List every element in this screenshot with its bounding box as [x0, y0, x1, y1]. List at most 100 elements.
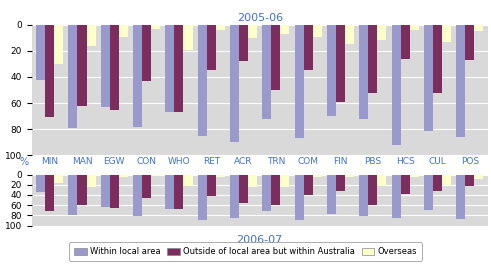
- Bar: [68, 25, 78, 128]
- Text: RET: RET: [203, 157, 220, 166]
- Bar: [424, 175, 433, 210]
- Bar: [368, 175, 378, 205]
- Bar: [313, 175, 322, 177]
- Bar: [401, 175, 409, 194]
- Bar: [248, 175, 257, 187]
- Bar: [378, 25, 386, 40]
- Legend: Within local area, Outside of local area but within Australia, Overseas: Within local area, Outside of local area…: [69, 242, 422, 261]
- Bar: [54, 25, 63, 64]
- Bar: [272, 175, 280, 205]
- Bar: [45, 25, 54, 117]
- Bar: [280, 175, 290, 187]
- Bar: [174, 25, 184, 112]
- Bar: [465, 175, 474, 186]
- Bar: [54, 175, 63, 183]
- Text: COM: COM: [298, 157, 319, 166]
- Bar: [165, 25, 174, 112]
- Bar: [304, 175, 313, 195]
- Text: ACR: ACR: [234, 157, 253, 166]
- Bar: [198, 25, 207, 136]
- Bar: [184, 175, 192, 186]
- Bar: [474, 175, 483, 179]
- Bar: [174, 175, 184, 209]
- Bar: [295, 25, 304, 138]
- Bar: [304, 25, 313, 70]
- Bar: [207, 25, 216, 70]
- Bar: [433, 175, 442, 191]
- Bar: [142, 175, 151, 197]
- Bar: [442, 25, 451, 42]
- Bar: [272, 25, 280, 90]
- Bar: [110, 25, 119, 110]
- Bar: [359, 175, 368, 216]
- Bar: [456, 25, 465, 137]
- Bar: [378, 175, 386, 186]
- Bar: [78, 175, 86, 205]
- Bar: [142, 25, 151, 81]
- Bar: [262, 175, 272, 211]
- Text: EGW: EGW: [104, 157, 125, 166]
- Bar: [119, 175, 128, 177]
- Bar: [392, 175, 401, 218]
- Text: PBS: PBS: [364, 157, 382, 166]
- Bar: [151, 25, 160, 29]
- Bar: [216, 175, 225, 177]
- Bar: [239, 25, 248, 61]
- Bar: [133, 175, 142, 216]
- Bar: [36, 25, 45, 80]
- Bar: [133, 25, 142, 126]
- Bar: [198, 175, 207, 221]
- Bar: [248, 25, 257, 38]
- Bar: [345, 175, 354, 177]
- Bar: [401, 25, 409, 59]
- Bar: [239, 175, 248, 203]
- Bar: [327, 25, 336, 116]
- Bar: [433, 25, 442, 93]
- Text: POS: POS: [461, 157, 479, 166]
- Bar: [86, 175, 96, 187]
- Bar: [207, 175, 216, 196]
- Bar: [101, 25, 110, 107]
- Bar: [230, 175, 239, 218]
- Bar: [86, 25, 96, 46]
- Bar: [262, 25, 272, 119]
- Text: MIN: MIN: [41, 157, 58, 166]
- Bar: [68, 175, 78, 215]
- Bar: [409, 175, 419, 177]
- Bar: [184, 25, 192, 50]
- Bar: [313, 25, 322, 37]
- Bar: [424, 25, 433, 131]
- Bar: [151, 175, 160, 176]
- Text: 2006-07: 2006-07: [237, 235, 283, 245]
- Bar: [119, 25, 128, 37]
- Bar: [280, 25, 290, 34]
- Bar: [101, 175, 110, 207]
- Bar: [442, 175, 451, 185]
- Bar: [474, 25, 483, 31]
- Bar: [45, 175, 54, 211]
- Bar: [165, 175, 174, 209]
- Text: %: %: [20, 156, 28, 167]
- Text: WHO: WHO: [167, 157, 191, 166]
- Bar: [359, 25, 368, 119]
- Bar: [216, 25, 225, 30]
- Bar: [336, 175, 345, 191]
- Bar: [368, 25, 378, 93]
- Bar: [465, 25, 474, 60]
- Text: CUL: CUL: [429, 157, 446, 166]
- Title: 2005-06: 2005-06: [237, 13, 283, 23]
- Bar: [327, 175, 336, 214]
- Bar: [392, 25, 401, 145]
- Text: TRN: TRN: [267, 157, 285, 166]
- Bar: [295, 175, 304, 221]
- Text: FIN: FIN: [333, 157, 348, 166]
- Text: HCS: HCS: [396, 157, 414, 166]
- Bar: [345, 25, 354, 44]
- Bar: [110, 175, 119, 208]
- Bar: [36, 175, 45, 192]
- Bar: [456, 175, 465, 219]
- Text: MAN: MAN: [72, 157, 92, 166]
- Bar: [78, 25, 86, 106]
- Bar: [336, 25, 345, 102]
- Bar: [230, 25, 239, 142]
